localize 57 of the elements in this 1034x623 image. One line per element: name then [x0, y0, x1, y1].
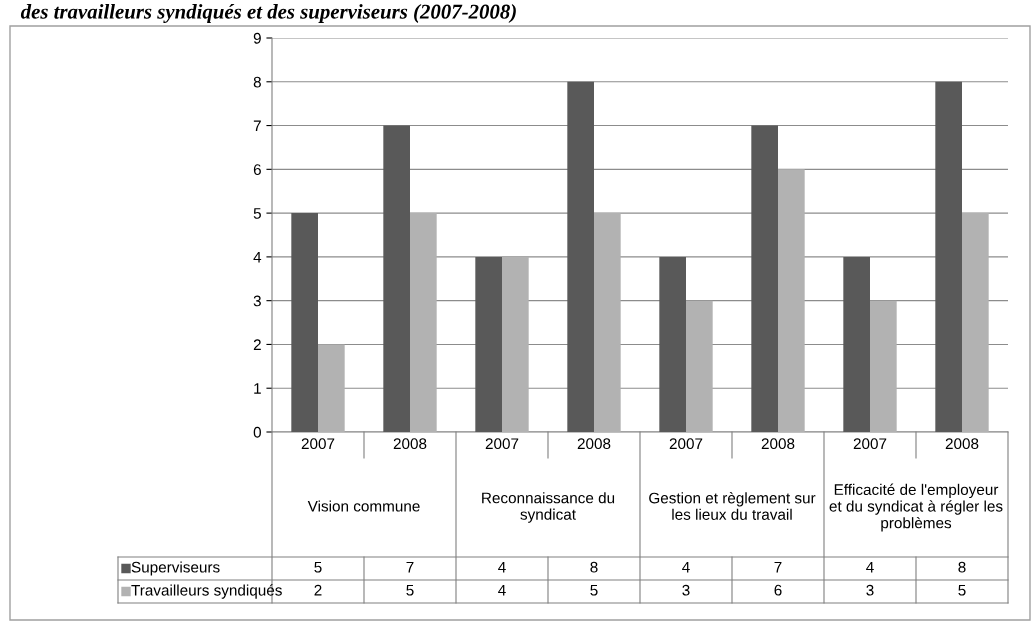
legend-label: Travailleurs syndiqués	[131, 584, 282, 599]
bar	[383, 125, 410, 432]
chart-title: des travailleurs syndiqués et des superviseurs (2007-2008)	[20, 4, 516, 23]
data-label: 4	[682, 561, 690, 573]
x-tick-label: 2008	[761, 438, 795, 450]
y-tick-label: 3	[253, 295, 261, 307]
y-tick-label: 1	[254, 383, 261, 394]
y-tick-label: 0	[253, 426, 261, 438]
x-tick-label: 2008	[945, 438, 979, 450]
bar	[594, 213, 621, 432]
bar	[778, 169, 805, 432]
data-label: 5	[406, 584, 414, 596]
bar	[475, 256, 502, 432]
bar	[962, 213, 989, 432]
x-tick-label: 2008	[577, 438, 611, 450]
data-label: 8	[590, 561, 598, 573]
data-label: 5	[590, 584, 598, 596]
data-label: 7	[406, 561, 414, 573]
x-tick-label: 2007	[853, 438, 887, 450]
bar	[843, 256, 870, 432]
text: Vision commune	[307, 500, 420, 512]
data-label: 3	[682, 584, 690, 596]
bar	[410, 213, 437, 432]
y-tick-label: 9	[253, 32, 261, 44]
bar	[935, 81, 962, 432]
y-tick-label: 5	[253, 208, 261, 219]
bar	[686, 300, 713, 432]
bar	[751, 125, 778, 432]
x-tick-label: 2007	[301, 438, 335, 450]
data-label: 8	[958, 561, 966, 573]
text: Reconnaissance du syndicat	[482, 492, 615, 523]
y-tick-label: 7	[253, 120, 261, 132]
text: Efficacité de l'employeur et du syndicat à régler les problèmes	[829, 483, 1003, 532]
y-tick-label: 2	[253, 339, 261, 350]
x-tick-label: 2008	[393, 438, 427, 450]
legend-label: Superviseurs	[131, 561, 220, 576]
y-tick-label: 8	[253, 76, 261, 88]
y-tick-label: 6	[253, 164, 261, 176]
bar	[659, 256, 686, 432]
data-label: 3	[866, 584, 874, 596]
x-tick-label: 2007	[485, 438, 519, 450]
text: Gestion et règlement sur les lieux du travail	[649, 492, 816, 520]
bar	[318, 344, 345, 432]
data-label: 5	[958, 584, 966, 596]
data-label: 4	[866, 561, 874, 573]
bar	[870, 300, 897, 432]
bar	[291, 213, 318, 432]
data-label: 7	[774, 561, 782, 573]
data-label: 4	[498, 584, 506, 596]
bar	[567, 81, 594, 432]
data-label: 6	[774, 584, 782, 596]
data-label: 4	[498, 561, 506, 573]
y-tick-label: 4	[253, 251, 262, 263]
data-label: 5	[314, 561, 322, 573]
bar	[502, 256, 529, 432]
x-tick-label: 2007	[669, 438, 703, 450]
data-label: 2	[314, 584, 322, 596]
